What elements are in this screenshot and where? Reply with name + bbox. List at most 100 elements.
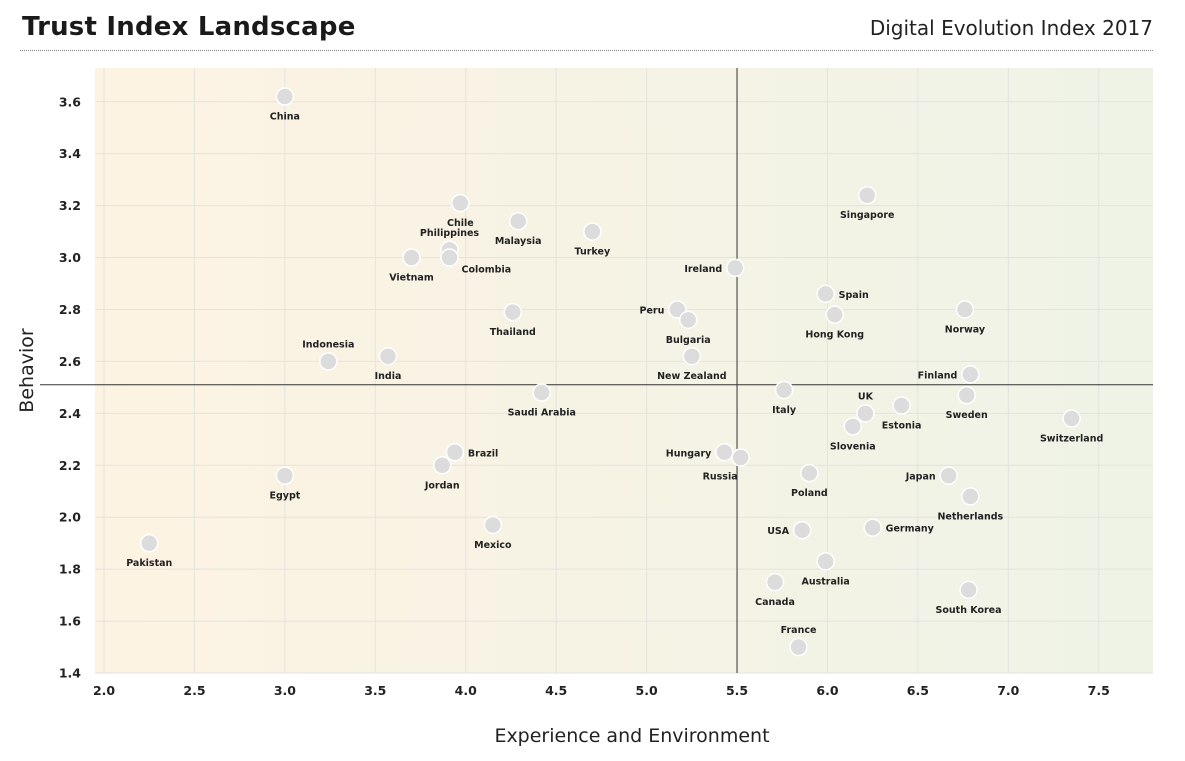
chart-subtitle: Digital Evolution Index 2017 <box>869 16 1153 40</box>
x-tick-label: 5.0 <box>636 683 658 698</box>
y-tick-label: 1.6 <box>59 614 81 629</box>
data-point <box>583 222 602 241</box>
data-point <box>789 637 808 657</box>
point-label: Egypt <box>269 491 300 502</box>
x-tick-label: 6.0 <box>816 683 838 698</box>
data-point <box>825 305 844 324</box>
y-tick-label: 3.2 <box>59 198 81 213</box>
point-label: USA <box>767 526 790 537</box>
data-point <box>275 466 295 485</box>
point-label: Germany <box>886 524 935 535</box>
data-point <box>731 448 750 467</box>
x-tick-label: 6.5 <box>907 683 929 698</box>
point-label: Estonia <box>882 421 922 432</box>
data-point <box>957 385 976 405</box>
data-point <box>857 185 877 205</box>
point-label: Australia <box>801 576 849 587</box>
point-label: Finland <box>918 370 958 381</box>
point-label: Japan <box>905 472 936 483</box>
y-tick-label: 2.4 <box>59 406 81 421</box>
point-label: Hungary <box>666 448 712 459</box>
data-point <box>140 533 159 553</box>
point-label: Canada <box>755 597 795 608</box>
data-point <box>532 383 551 402</box>
point-label: Saudi Arabia <box>508 408 576 419</box>
data-point <box>378 346 398 366</box>
data-point <box>1062 409 1081 428</box>
point-label: Switzerland <box>1040 434 1103 445</box>
point-label: Thailand <box>490 327 536 338</box>
data-point <box>892 396 911 415</box>
point-label: Singapore <box>840 210 895 221</box>
y-tick-label: 1.4 <box>59 666 81 681</box>
point-label: Spain <box>839 290 869 301</box>
y-tick-label: 3.0 <box>59 250 81 265</box>
y-tick-label: 1.8 <box>59 562 81 577</box>
data-point <box>319 352 338 371</box>
point-label: Ireland <box>684 264 722 275</box>
point-label: UK <box>858 391 874 402</box>
x-tick-label: 4.5 <box>545 683 567 698</box>
header: Trust Index Landscape Digital Evolution … <box>20 8 1153 51</box>
point-label: Bulgaria <box>666 335 711 346</box>
data-point <box>955 300 975 319</box>
axis-ticks: 2.0 2.5 3.0 3.5 4.0 4.5 5.0 5.5 6.0 6.5 7.0 7.5 3.6 3… <box>59 94 1110 698</box>
data-point <box>503 302 523 322</box>
quadrant-lines <box>40 68 1153 673</box>
data-point <box>939 466 958 485</box>
point-label: South Korea <box>936 605 1002 616</box>
point-label: Hong Kong <box>805 330 864 341</box>
data-point <box>816 284 835 304</box>
data-point <box>682 346 702 366</box>
data-point <box>445 443 465 462</box>
data-point <box>863 518 882 537</box>
data-point <box>856 404 875 423</box>
y-tick-label: 2.8 <box>59 302 81 317</box>
point-label: Slovenia <box>830 441 876 452</box>
data-point <box>800 463 819 483</box>
x-tick-label: 4.0 <box>455 683 477 698</box>
y-tick-label: 2.6 <box>59 354 81 369</box>
data-point <box>774 380 794 400</box>
x-tick-label: 2.5 <box>183 683 205 698</box>
y-axis-title: Behavior <box>16 328 38 413</box>
point-label: Peru <box>639 305 664 316</box>
point-label: Turkey <box>575 247 611 258</box>
point-label: Philippines <box>420 228 480 239</box>
data-point <box>440 248 459 267</box>
data-point <box>275 87 295 106</box>
data-point <box>792 520 812 540</box>
point-label: France <box>781 625 817 636</box>
y-tick-label: 3.4 <box>59 146 81 161</box>
point-label: Malaysia <box>495 236 542 247</box>
point-label: Sweden <box>946 410 988 421</box>
data-point <box>725 258 745 278</box>
point-label: Pakistan <box>126 558 172 569</box>
data-point <box>843 417 863 436</box>
x-tick-label: 7.5 <box>1088 683 1110 698</box>
point-label: Vietnam <box>389 273 434 284</box>
x-axis-title: Experience and Environment <box>494 725 769 747</box>
point-label: Italy <box>772 405 797 416</box>
data-point <box>715 443 734 462</box>
x-tick-label: 5.5 <box>726 683 748 698</box>
data-point <box>961 365 980 384</box>
plot-background <box>95 68 1153 673</box>
data-point <box>402 248 421 267</box>
data-point <box>816 552 835 571</box>
data-point <box>678 310 698 330</box>
point-label: Jordan <box>424 480 460 491</box>
data-point <box>959 580 978 600</box>
data-point <box>961 487 980 506</box>
data-point <box>432 456 452 475</box>
point-label: Poland <box>791 488 828 499</box>
y-tick-label: 2.2 <box>59 458 81 473</box>
point-label: Indonesia <box>302 339 354 350</box>
point-label: Chile <box>447 218 474 229</box>
data-point <box>451 193 470 213</box>
point-label: China <box>270 112 300 123</box>
point-label: Brazil <box>468 448 498 459</box>
x-tick-label: 7.0 <box>997 683 1019 698</box>
